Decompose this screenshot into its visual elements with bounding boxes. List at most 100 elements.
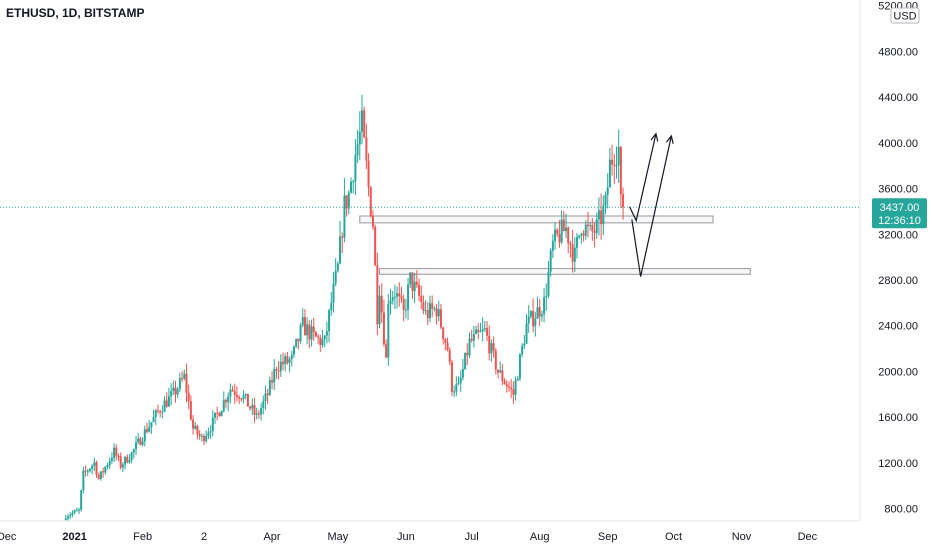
- candle: [521, 343, 524, 358]
- candle: [431, 295, 434, 318]
- price-tick-label: 3600.00: [878, 184, 918, 196]
- candle: [277, 361, 280, 380]
- candle: [246, 393, 249, 407]
- candle: [185, 363, 188, 403]
- candle: [617, 129, 620, 184]
- candle: [249, 405, 252, 411]
- candle: [207, 427, 210, 440]
- candle: [558, 220, 561, 248]
- time-tick-label: May: [327, 531, 348, 543]
- time-tick-label: Oct: [665, 531, 682, 543]
- candle: [389, 289, 392, 315]
- candle: [319, 334, 322, 353]
- candle: [488, 325, 491, 361]
- candle: [486, 321, 489, 341]
- support-zones[interactable]: [359, 215, 751, 275]
- candle: [450, 359, 453, 397]
- candle: [516, 375, 519, 381]
- candle: [512, 381, 515, 404]
- candle: [238, 395, 241, 405]
- candle: [551, 234, 554, 259]
- lower-zone[interactable]: [379, 268, 751, 275]
- candle: [354, 139, 357, 196]
- candle: [297, 338, 300, 350]
- lower-arrow-path[interactable]: [631, 135, 672, 277]
- symbol-title[interactable]: ETHUSD, 1D, BITSTAMP: [6, 6, 145, 20]
- candle: [106, 463, 109, 470]
- candle: [216, 406, 219, 421]
- candle: [69, 512, 72, 520]
- candle: [514, 376, 517, 401]
- candle: [543, 288, 546, 323]
- candle: [220, 410, 223, 417]
- upper-arrow-path[interactable]: [629, 133, 657, 223]
- candle: [255, 407, 258, 420]
- candle: [547, 260, 550, 299]
- currency-badge[interactable]: USD: [890, 7, 920, 24]
- candle: [143, 425, 146, 447]
- time-tick-label: Sep: [598, 531, 618, 543]
- candle: [194, 422, 197, 431]
- candle: [501, 363, 504, 386]
- candle: [317, 333, 320, 345]
- candle: [435, 303, 438, 325]
- candle: [163, 396, 166, 413]
- candle: [470, 329, 473, 343]
- candle: [224, 398, 227, 409]
- candle: [595, 212, 598, 239]
- candle: [203, 433, 206, 445]
- candle: [145, 422, 148, 434]
- candle: [413, 272, 416, 303]
- candle: [227, 392, 230, 412]
- time-tick-label: 2: [201, 531, 207, 543]
- candle: [472, 325, 475, 348]
- candle: [573, 237, 576, 273]
- candle: [84, 465, 87, 477]
- candle: [117, 453, 120, 461]
- candle: [358, 111, 361, 161]
- candle: [93, 457, 96, 472]
- time-tick-label: 2021: [62, 531, 86, 543]
- candle: [433, 306, 436, 312]
- candle: [510, 379, 513, 399]
- candle: [457, 376, 460, 386]
- time-tick-label: Feb: [133, 531, 152, 543]
- candle: [518, 353, 521, 381]
- candle: [437, 300, 440, 322]
- candle: [444, 337, 447, 351]
- candle: [73, 509, 76, 515]
- candle: [532, 298, 535, 333]
- candle: [459, 370, 462, 392]
- candle: [567, 226, 570, 254]
- candle: [211, 410, 214, 437]
- candle: [121, 462, 124, 473]
- candle: [135, 436, 138, 456]
- candle: [312, 317, 315, 341]
- candle: [404, 298, 407, 319]
- candle: [161, 405, 164, 419]
- candle: [479, 322, 482, 333]
- arrow-head: [665, 134, 674, 144]
- projection-arrows[interactable]: [629, 132, 674, 277]
- candle: [409, 272, 412, 288]
- price-tick-label: 800.00: [884, 504, 918, 516]
- candle: [536, 296, 539, 319]
- candle: [257, 409, 260, 419]
- price-tick-label: 2400.00: [878, 321, 918, 333]
- candle: [174, 380, 177, 403]
- candle: [231, 385, 234, 392]
- upper-zone[interactable]: [359, 215, 714, 224]
- candle: [328, 308, 331, 343]
- candle: [455, 376, 458, 397]
- candle: [82, 466, 85, 494]
- candle: [205, 430, 208, 444]
- candle: [593, 222, 596, 248]
- candle: [102, 467, 105, 478]
- last-price-value: 3437.00: [880, 202, 920, 214]
- candle: [481, 317, 484, 342]
- candle: [260, 403, 263, 421]
- candle: [505, 379, 508, 393]
- time-axis[interactable]: Dec 2021 Feb 2 Apr May Jun Jul Aug Sep Oct Nov Dec: [0, 531, 818, 543]
- candle: [490, 339, 493, 362]
